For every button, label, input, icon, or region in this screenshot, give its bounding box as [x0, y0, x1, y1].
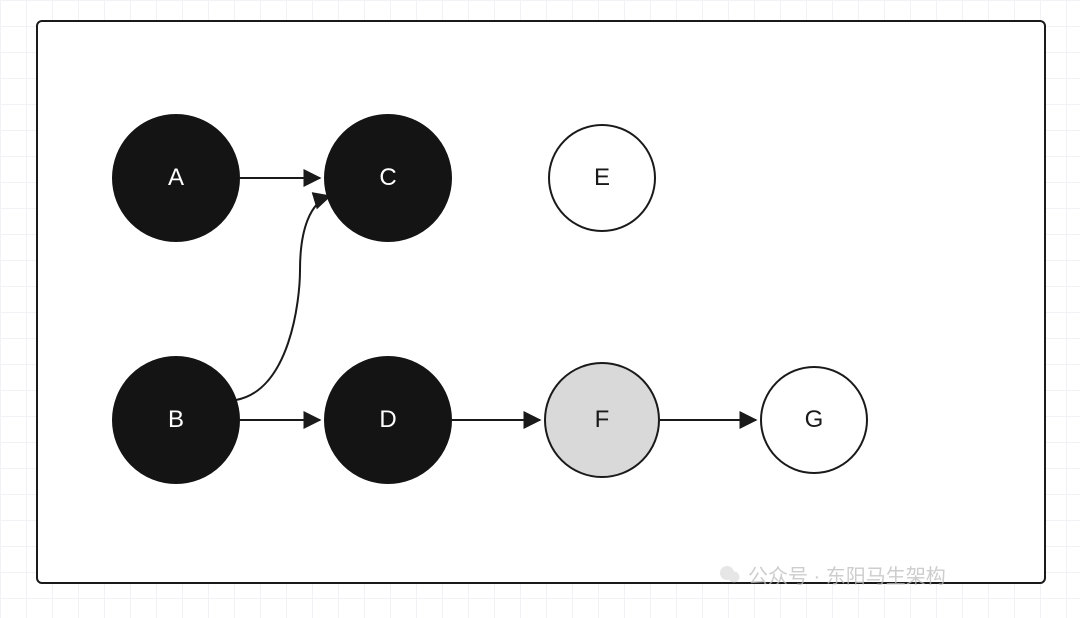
- node-label-e: E: [594, 164, 610, 192]
- node-f: F: [544, 362, 660, 478]
- node-label-d: D: [379, 406, 396, 434]
- edges-layer: [0, 0, 1080, 618]
- watermark-text: 公众号 · 东阳马生架构: [748, 560, 946, 589]
- watermark: 公众号 · 东阳马生架构: [718, 560, 946, 589]
- node-d: D: [324, 356, 452, 484]
- node-label-f: F: [595, 406, 610, 434]
- node-a: A: [112, 114, 240, 242]
- node-e: E: [548, 124, 656, 232]
- node-label-b: B: [168, 406, 184, 434]
- diagram-canvas: A B C D E F G 公众号 · 东阳马生架构: [0, 0, 1080, 618]
- edge-b-c: [236, 196, 330, 400]
- node-c: C: [324, 114, 452, 242]
- node-g: G: [760, 366, 868, 474]
- node-label-c: C: [379, 164, 396, 192]
- node-label-a: A: [168, 164, 184, 192]
- node-b: B: [112, 356, 240, 484]
- node-label-g: G: [805, 406, 824, 434]
- wechat-icon: [718, 563, 742, 587]
